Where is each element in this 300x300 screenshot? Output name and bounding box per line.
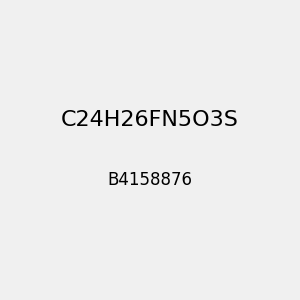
Text: C24H26FN5O3S: C24H26FN5O3S bbox=[61, 110, 239, 130]
Text: B4158876: B4158876 bbox=[107, 171, 193, 189]
